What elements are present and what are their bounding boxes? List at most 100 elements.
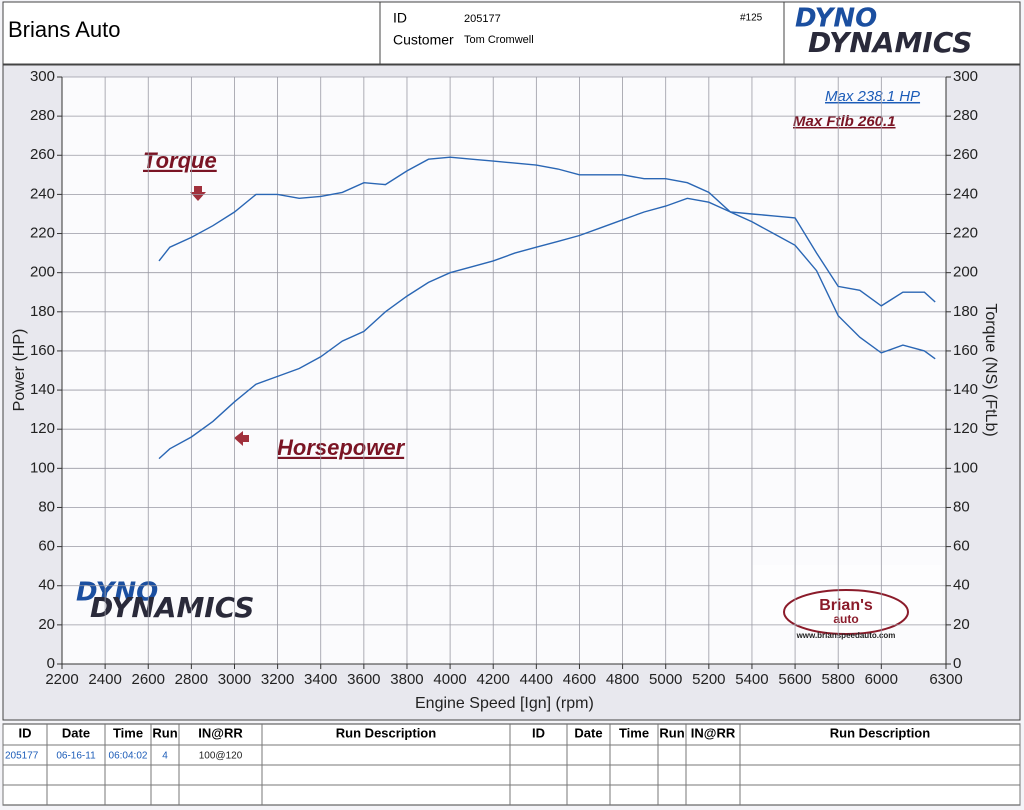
x-tick-label: 4200 <box>477 671 510 688</box>
y-tick-label: 20 <box>38 616 55 633</box>
y-tick-label: 180 <box>30 303 55 320</box>
horsepower-arrow <box>234 431 249 446</box>
y2-tick-label: 80 <box>953 498 970 515</box>
x-tick-label: 5800 <box>822 671 855 688</box>
x-tick-label: 6300 <box>929 671 962 688</box>
x-tick-label: 3600 <box>347 671 380 688</box>
y-axis-title: Power (HP) <box>11 329 28 412</box>
y-tick-label: 300 <box>30 68 55 85</box>
series-lines <box>158 156 936 460</box>
table-header: Date <box>574 725 602 740</box>
y-tick-label: 280 <box>30 107 55 124</box>
header-box <box>2 1 1021 65</box>
x-tick-label: 4400 <box>520 671 553 688</box>
y2-tick-label: 280 <box>953 107 978 124</box>
y2-tick-label: 20 <box>953 616 970 633</box>
y-tick-label: 60 <box>38 538 55 555</box>
table-cell: 06-16-11 <box>56 751 96 762</box>
series-line <box>158 197 936 460</box>
sheet-number: #125 <box>740 13 763 24</box>
y2-tick-label: 220 <box>953 225 978 242</box>
x-tick-label: 4600 <box>563 671 596 688</box>
y-tick-label: 200 <box>30 264 55 281</box>
x-tick-label: 5000 <box>649 671 682 688</box>
y2-tick-label: 100 <box>953 459 978 476</box>
y-tick-label: 0 <box>47 655 55 672</box>
id-label: ID <box>393 10 407 26</box>
grid: 2200 2400 2600 2800 3000 3200 3400 3600 3800 4000… <box>30 68 978 688</box>
y-tick-label: 100 <box>30 459 55 476</box>
run-table: ID Date Time Run IN@RR Run Description 205177 0… <box>2 723 1021 806</box>
shop-logo-name: Brian's <box>819 597 873 614</box>
x-tick-label: 3000 <box>218 671 251 688</box>
y2-tick-label: 260 <box>953 146 978 163</box>
table-header: IN@RR <box>198 725 243 740</box>
table-header: Time <box>113 725 143 740</box>
y2-tick-label: 120 <box>953 420 978 437</box>
table-header: Time <box>619 725 649 740</box>
logo-top: DYNO <box>76 578 158 608</box>
shop-logo-sub: auto <box>833 612 858 626</box>
table-header: Run Description <box>830 725 930 740</box>
logo-bottom: DYNAMICS <box>808 26 972 59</box>
x-tick-label: 4800 <box>606 671 639 688</box>
x-tick-label: 2400 <box>88 671 121 688</box>
horsepower-label: Horsepower <box>277 435 406 460</box>
x-tick-label: 3400 <box>304 671 337 688</box>
y-tick-label: 120 <box>30 420 55 437</box>
y2-tick-label: 140 <box>953 381 978 398</box>
x-tick-label: 5400 <box>735 671 768 688</box>
series-line <box>158 156 936 360</box>
table-header: IN@RR <box>691 725 736 740</box>
shop-url: www.brianspeedauto.com <box>796 631 896 640</box>
torque-arrow <box>190 186 206 201</box>
x-tick-label: 5200 <box>692 671 725 688</box>
y-tick-label: 220 <box>30 225 55 242</box>
x-tick-label: 3800 <box>390 671 423 688</box>
x-tick-label: 3200 <box>261 671 294 688</box>
logo-oval <box>783 589 909 635</box>
shop-title: Brians Auto <box>8 17 121 42</box>
y2-tick-label: 0 <box>953 655 961 672</box>
logo-bottom: DYNAMICS <box>90 591 254 624</box>
id-value: 205177 <box>464 13 501 25</box>
x-tick-label: 2200 <box>45 671 78 688</box>
torque-label: Torque <box>143 148 217 173</box>
table-header: Run <box>659 725 684 740</box>
table-header: ID <box>532 725 545 740</box>
max-hp-annotation: Max 238.1 HP <box>825 88 920 105</box>
x-tick-label: 2800 <box>175 671 208 688</box>
table-header: Date <box>62 725 90 740</box>
customer-value: Tom Cromwell <box>464 34 534 46</box>
x-tick-label: 5600 <box>778 671 811 688</box>
logo-top: DYNO <box>795 4 877 34</box>
y-tick-label: 160 <box>30 342 55 359</box>
x-axis-title: Engine Speed [Ign] (rpm) <box>415 695 594 712</box>
y2-tick-label: 200 <box>953 264 978 281</box>
y2-tick-label: 180 <box>953 303 978 320</box>
y2-tick-label: 160 <box>953 342 978 359</box>
x-tick-label: 4000 <box>433 671 466 688</box>
y2-axis-title: Torque (NS) (FtLb) <box>982 303 999 436</box>
x-tick-label: 2600 <box>132 671 165 688</box>
table-header: Run <box>152 725 177 740</box>
table-cell: 100@120 <box>199 751 243 762</box>
y-tick-label: 240 <box>30 185 55 202</box>
y-tick-label: 140 <box>30 381 55 398</box>
y2-tick-label: 60 <box>953 538 970 555</box>
table-cell: 205177 <box>5 751 39 762</box>
y-tick-label: 40 <box>38 577 55 594</box>
y2-tick-label: 300 <box>953 68 978 85</box>
table-header: ID <box>19 725 32 740</box>
max-torque-annotation: Max Ftlb 260.1 <box>793 113 896 130</box>
x-tick-label: 6000 <box>865 671 898 688</box>
customer-label: Customer <box>393 32 454 48</box>
y-tick-label: 260 <box>30 146 55 163</box>
y2-tick-label: 40 <box>953 577 970 594</box>
table-cell: 06:04:02 <box>109 751 148 762</box>
y2-tick-label: 240 <box>953 185 978 202</box>
shop-logo: Brian's auto www.brianspeedauto.com <box>752 565 942 640</box>
table-cell: 4 <box>162 751 168 762</box>
